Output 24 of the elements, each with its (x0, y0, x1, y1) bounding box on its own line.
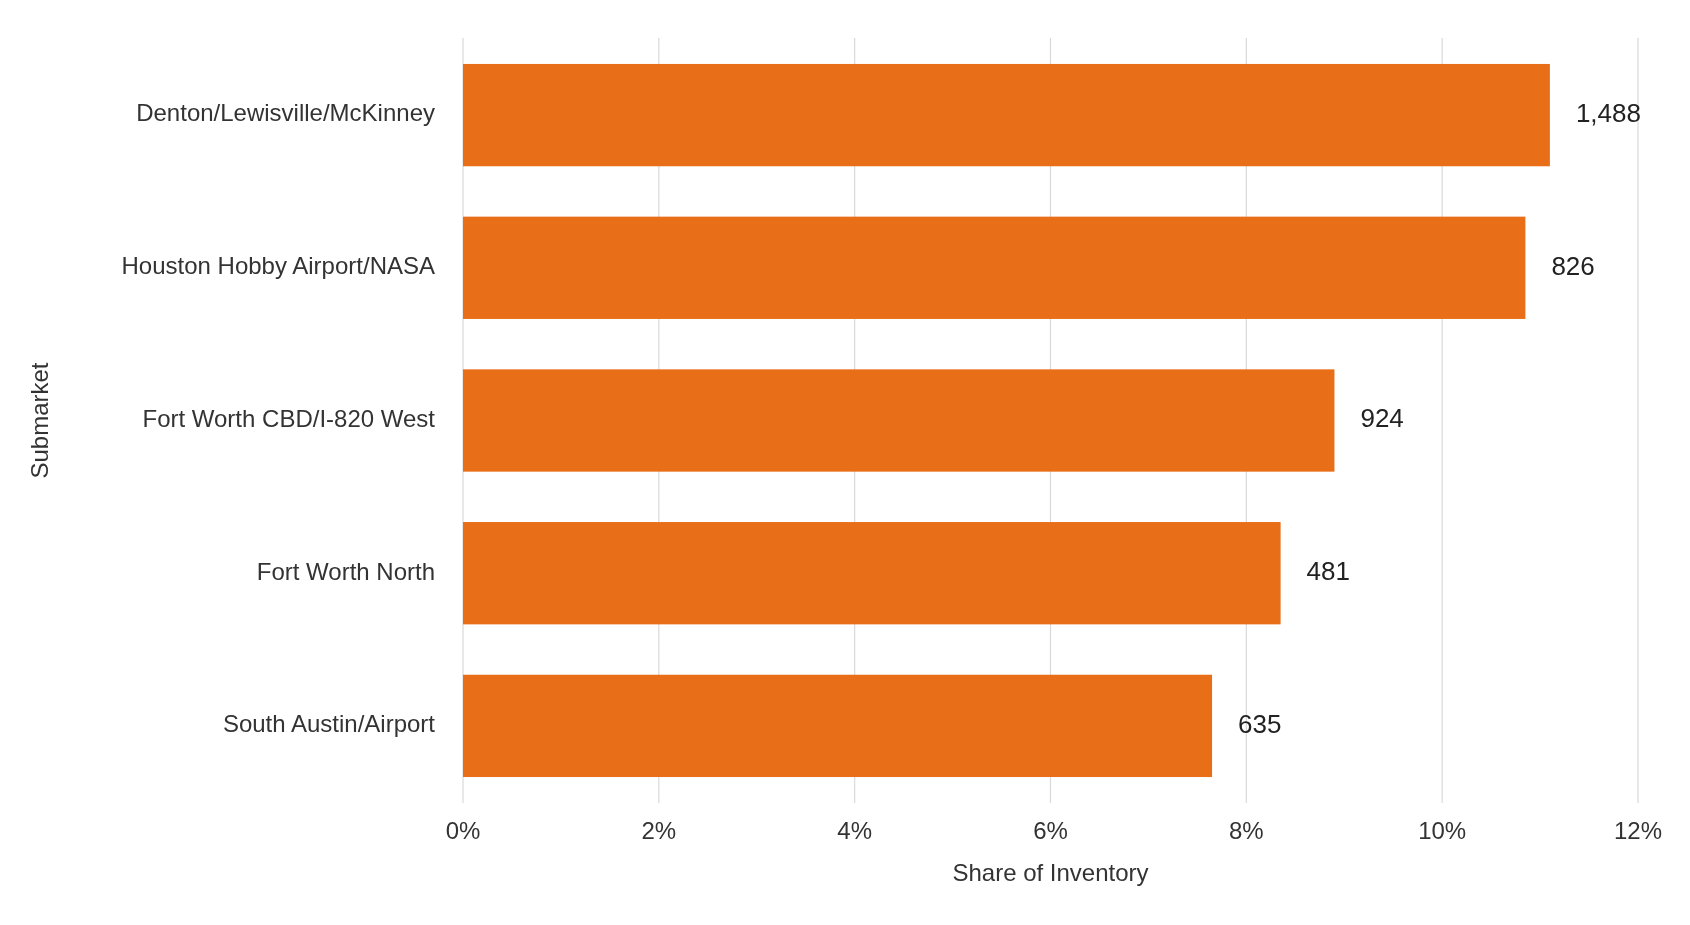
x-tick-label: 6% (1033, 817, 1068, 844)
x-tick-label: 4% (837, 817, 873, 844)
x-tick-label: 2% (641, 817, 677, 844)
y-tick-label: Fort Worth North (256, 557, 435, 585)
annotation: 481 (1306, 556, 1350, 587)
y-tick-label: Houston Hobby Airport/NASA (121, 252, 435, 280)
bar (463, 522, 1281, 625)
annotation: 635 (1238, 708, 1282, 739)
y-axis-title: Submarket (26, 362, 53, 479)
annotation: 826 (1551, 250, 1595, 281)
y-tick-label: South Austin/Airport (222, 710, 436, 738)
y-tick-label: Denton/Lewisville/McKinney (136, 99, 435, 127)
bar (463, 63, 1550, 167)
x-tick-label: 0% (445, 817, 481, 844)
bar (463, 674, 1213, 778)
y-tick-label: Fort Worth CBD/I-820 West (142, 404, 436, 432)
x-axis-title: Share of Inventory (952, 859, 1149, 886)
bar (463, 369, 1335, 472)
bar (463, 216, 1526, 319)
annotation: 1,488 (1575, 97, 1641, 128)
x-tick-label: 8% (1228, 817, 1264, 844)
annotation: 924 (1360, 403, 1404, 434)
x-tick-label: 12% (1613, 817, 1663, 844)
x-tick-label: 10% (1418, 817, 1467, 844)
